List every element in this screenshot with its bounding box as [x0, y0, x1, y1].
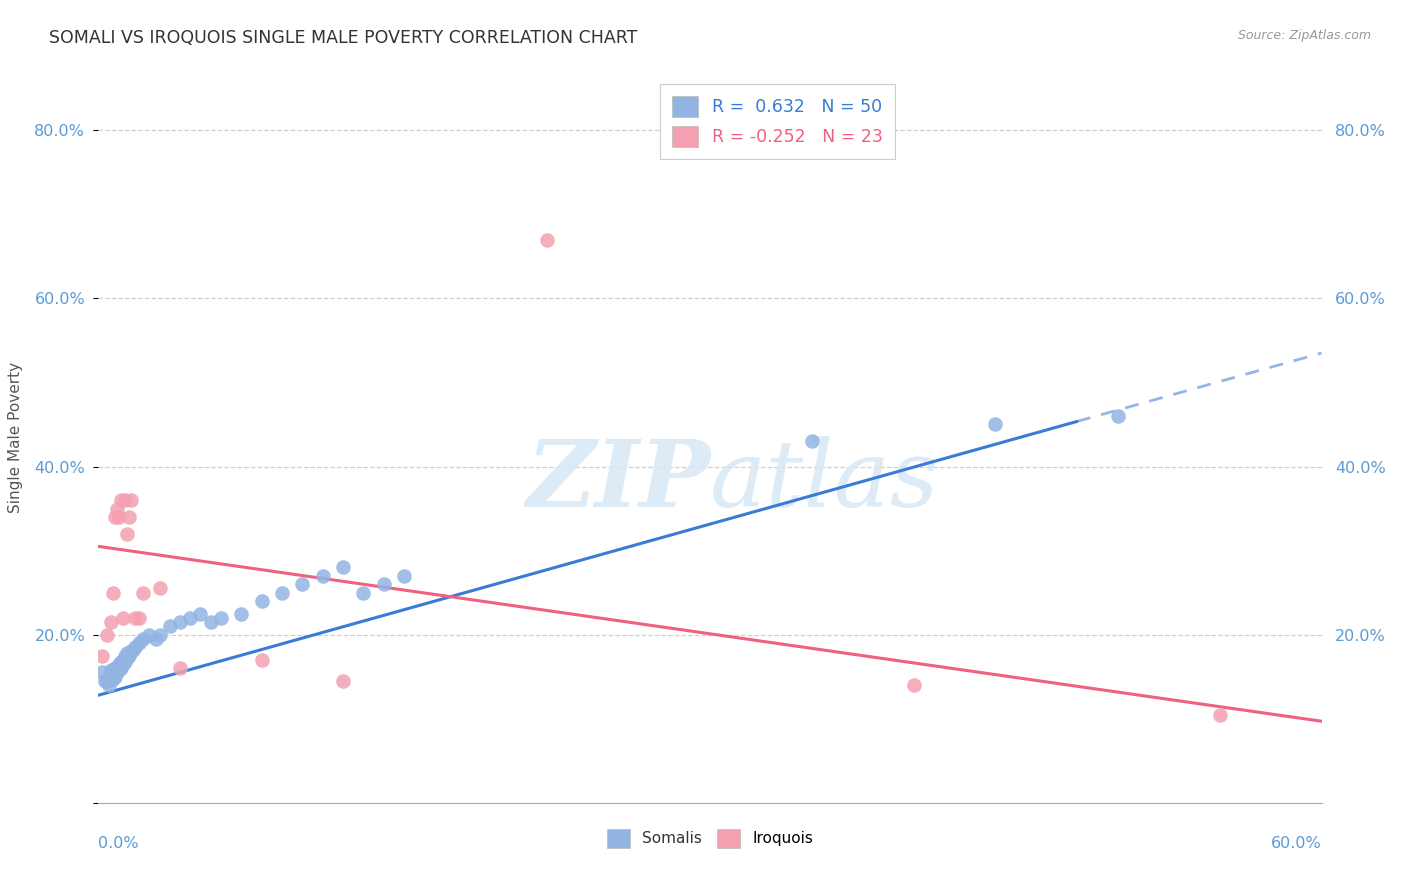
Text: 60.0%: 60.0% [1271, 836, 1322, 851]
Point [332, 673, 354, 688]
Text: ZIP: ZIP [526, 436, 710, 526]
Point [169, 615, 191, 629]
Point [138, 627, 160, 641]
Point [291, 577, 314, 591]
Point [105, 501, 128, 516]
Point [114, 655, 136, 669]
Point [104, 661, 127, 675]
Point [231, 607, 253, 621]
Point [96, 673, 118, 688]
Point [93, 673, 115, 688]
Point [250, 653, 273, 667]
Point [97, 672, 120, 686]
Point [903, 678, 925, 692]
Point [108, 657, 131, 671]
Point [115, 651, 138, 665]
Point [124, 640, 146, 655]
Text: Source: ZipAtlas.com: Source: ZipAtlas.com [1237, 29, 1371, 42]
Point [110, 661, 132, 675]
Point [392, 569, 416, 583]
Point [101, 665, 124, 680]
Point [209, 611, 232, 625]
Point [128, 611, 150, 625]
Point [96, 627, 118, 641]
Point [114, 648, 136, 663]
Point [91, 648, 114, 663]
Point [128, 636, 150, 650]
Point [132, 632, 155, 646]
Point [111, 611, 134, 625]
Point [145, 632, 167, 646]
Point [97, 678, 120, 692]
Point [104, 670, 127, 684]
Point [188, 607, 212, 621]
Point [101, 672, 124, 686]
Point [149, 627, 172, 641]
Point [536, 233, 558, 247]
Point [1209, 707, 1232, 722]
Point [200, 615, 222, 629]
Point [108, 663, 131, 677]
Point [801, 434, 824, 449]
Point [114, 493, 136, 508]
Point [100, 663, 122, 677]
Point [111, 657, 134, 671]
Point [120, 644, 142, 658]
Y-axis label: Single Male Poverty: Single Male Poverty [8, 361, 24, 513]
Point [132, 585, 155, 599]
Text: atlas: atlas [710, 436, 939, 526]
Text: SOMALI VS IROQUOIS SINGLE MALE POVERTY CORRELATION CHART: SOMALI VS IROQUOIS SINGLE MALE POVERTY C… [49, 29, 637, 46]
Point [352, 585, 374, 599]
Point [100, 615, 122, 629]
Point [124, 611, 146, 625]
Point [115, 646, 138, 660]
Point [91, 665, 114, 680]
Point [179, 611, 201, 625]
Point [312, 569, 335, 583]
Point [115, 526, 138, 541]
Point [110, 655, 132, 669]
Point [100, 667, 122, 681]
Point [1107, 409, 1129, 423]
Point [105, 665, 128, 680]
Point [105, 659, 128, 673]
Text: 0.0%: 0.0% [98, 836, 139, 851]
Point [332, 560, 354, 574]
Point [120, 493, 142, 508]
Point [169, 661, 191, 675]
Point [118, 510, 141, 524]
Point [159, 619, 181, 633]
Point [101, 585, 124, 599]
Point [118, 648, 141, 663]
Legend: Somalis, Iroquois: Somalis, Iroquois [600, 822, 820, 854]
Point [110, 493, 132, 508]
Point [149, 582, 172, 596]
Point [984, 417, 1007, 432]
Point [111, 653, 134, 667]
Point [122, 642, 145, 657]
Point [373, 577, 395, 591]
Point [104, 510, 127, 524]
Point [108, 510, 131, 524]
Point [250, 594, 273, 608]
Point [270, 585, 294, 599]
